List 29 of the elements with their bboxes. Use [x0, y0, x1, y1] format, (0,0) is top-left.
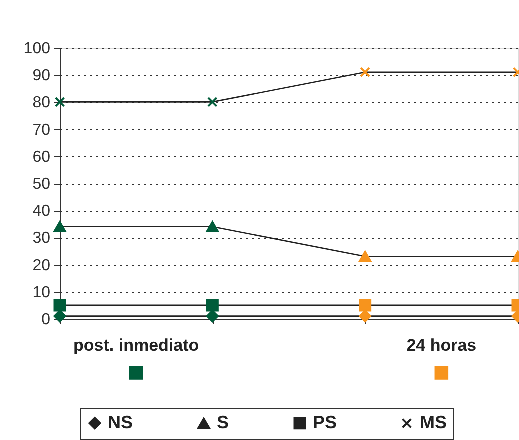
point — [54, 310, 66, 323]
text: 24 horas — [406, 336, 477, 355]
y-tick-label: 100 — [24, 40, 51, 58]
y-tick-label: 30 — [32, 230, 51, 248]
y-tick-label: 20 — [32, 257, 51, 274]
point — [359, 310, 372, 323]
point — [54, 97, 66, 108]
y-tick-label: 40 — [32, 203, 51, 220]
legend-label: S — [217, 412, 230, 432]
y-tick-label: 90 — [32, 68, 51, 85]
legend-label: MS — [420, 412, 447, 432]
point — [359, 299, 372, 312]
text: post. inmediato — [74, 336, 200, 355]
point — [54, 299, 66, 312]
y-tick-label: 10 — [32, 284, 51, 302]
point — [206, 221, 219, 232]
point — [206, 310, 219, 323]
y-tick-label: 70 — [32, 122, 51, 139]
y-tick-label: 0 — [42, 312, 51, 328]
legend-label: NS — [108, 412, 134, 432]
point — [207, 97, 218, 108]
point — [359, 251, 372, 262]
y-tick-label: 60 — [32, 148, 51, 166]
y-tick-label: 80 — [32, 94, 51, 112]
point — [54, 221, 66, 232]
legend-label: PS — [313, 412, 338, 432]
y-tick-label: 50 — [32, 176, 51, 193]
point — [206, 299, 219, 312]
point — [360, 67, 371, 78]
